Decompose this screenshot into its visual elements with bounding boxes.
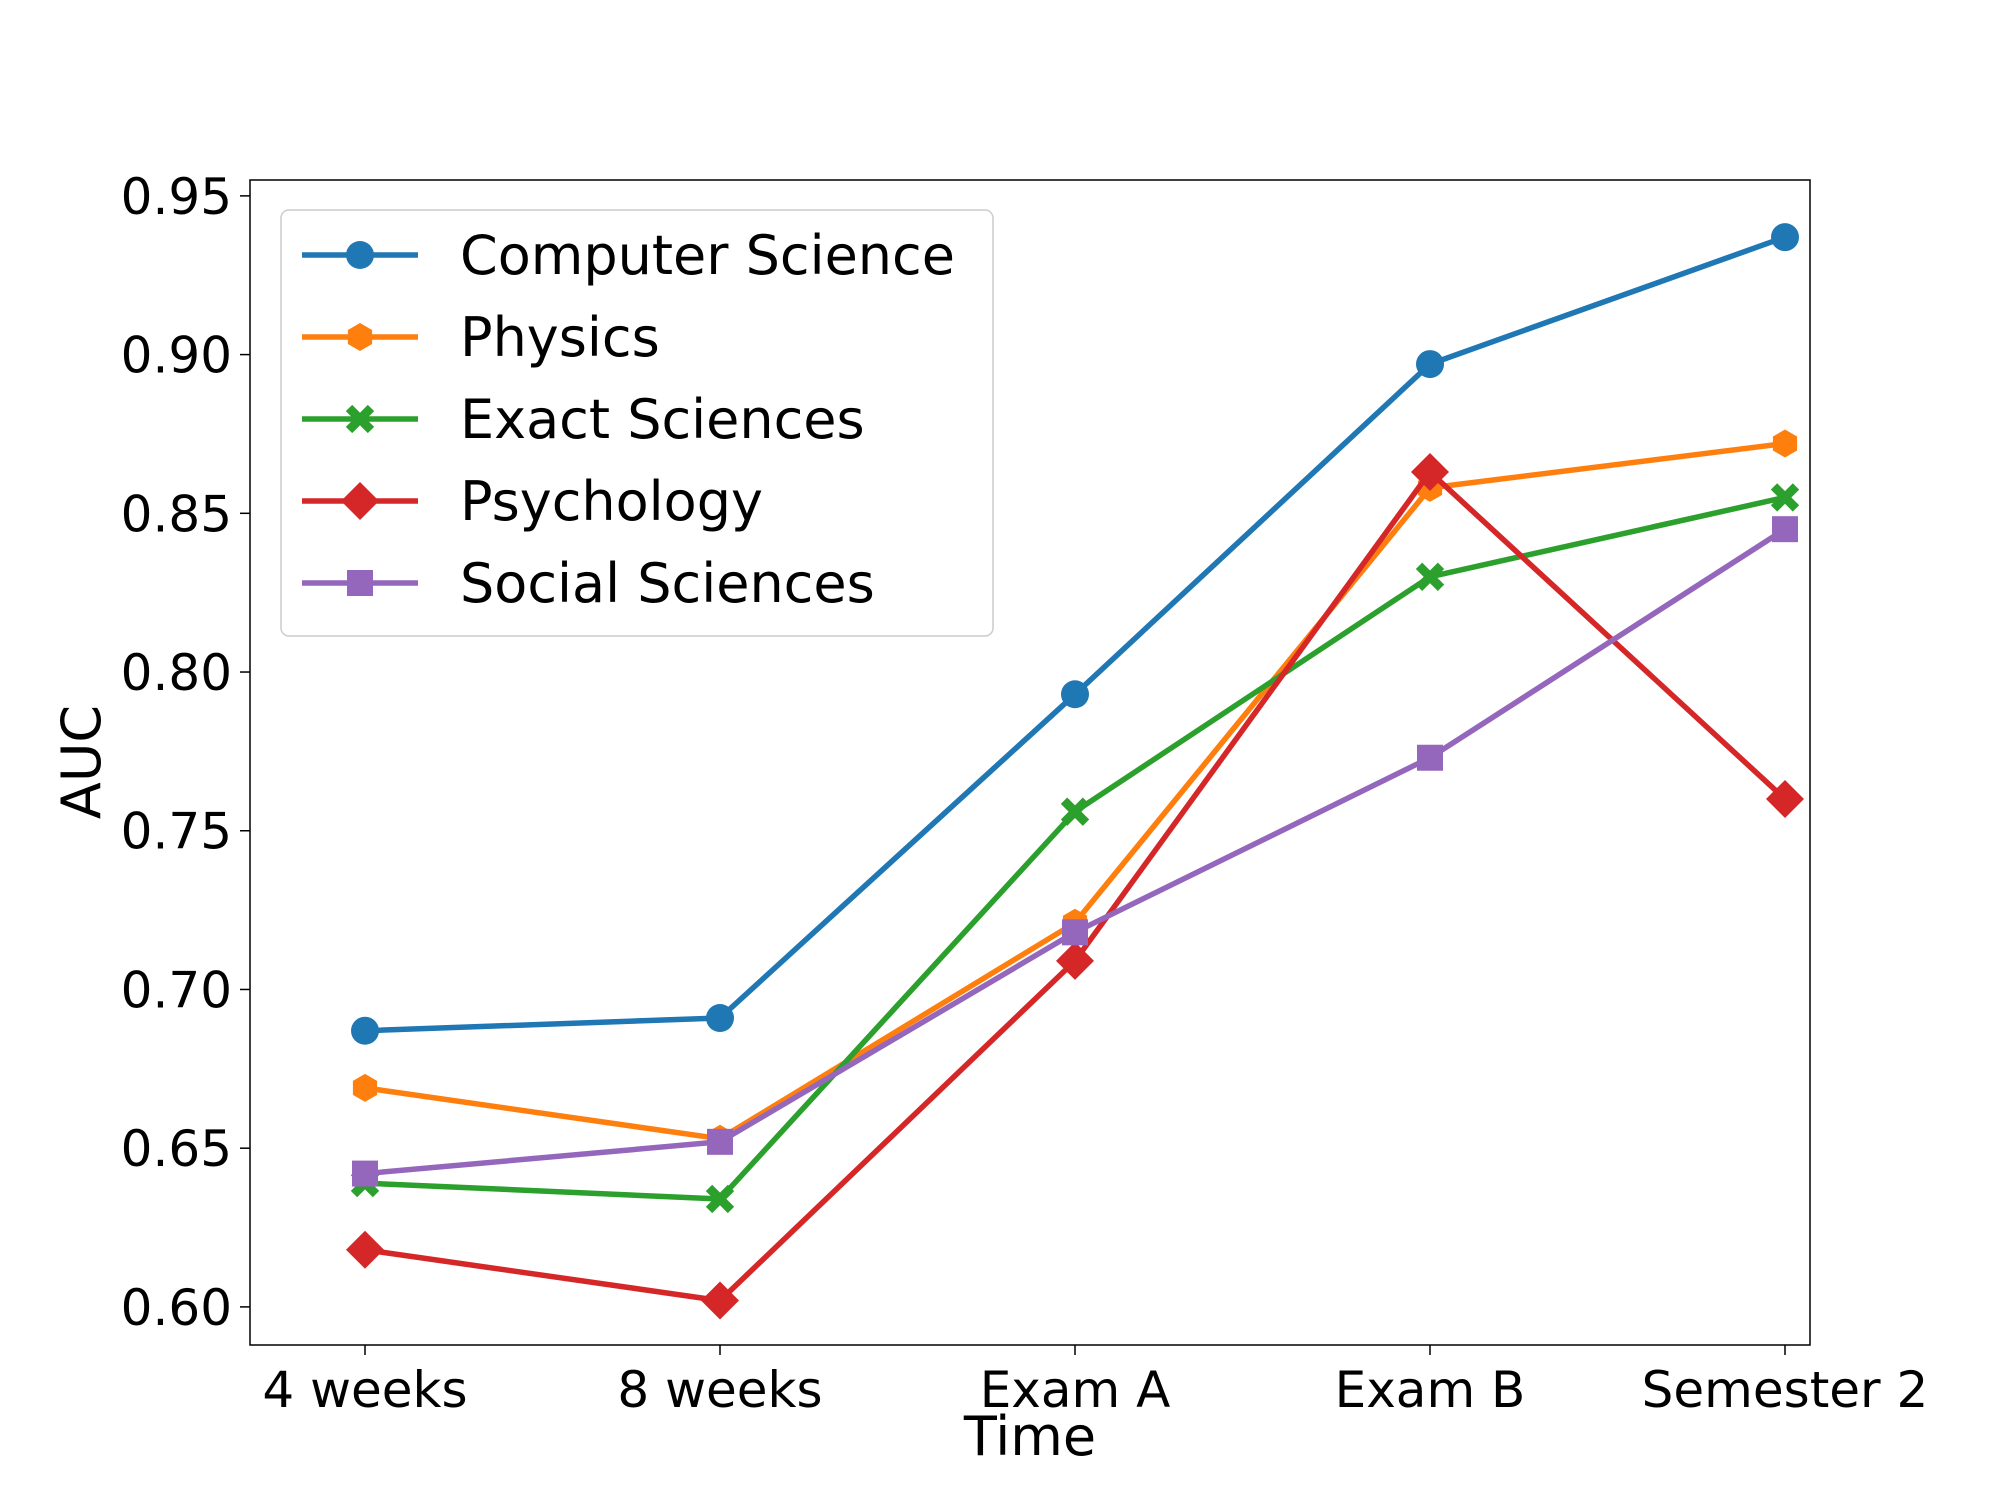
y-tick-label: 0.80: [121, 644, 232, 702]
y-tick-label: 0.95: [121, 168, 232, 226]
data-point-physics: [1772, 429, 1798, 458]
series-psychology: [346, 453, 1804, 1320]
legend-item-psychology: Psychology: [302, 470, 763, 533]
legend-label: Physics: [460, 306, 660, 369]
legend-label: Psychology: [460, 470, 763, 533]
legend-box: [280, 209, 994, 637]
data-point-computer-science: [706, 1004, 734, 1033]
series-layer: [346, 223, 1804, 1320]
y-tick-label: 0.85: [121, 485, 232, 543]
data-point-psychology: [1766, 780, 1804, 819]
y-axis-label: AUC: [50, 705, 113, 819]
legend-item-exact-sciences: Exact Sciences: [302, 388, 865, 451]
legend-label: Exact Sciences: [460, 388, 865, 451]
legend-marker: [347, 570, 373, 596]
legend: Computer Science Physics Exact Sciences Psy…: [280, 209, 994, 637]
data-point-social-sciences: [1772, 516, 1798, 543]
data-point-social-sciences: [1062, 919, 1088, 946]
data-point-psychology: [1056, 941, 1094, 980]
legend-item-social-sciences: Social Sciences: [302, 552, 875, 615]
data-point-social-sciences: [352, 1160, 378, 1187]
legend-label: Computer Science: [460, 224, 955, 287]
legend-label: Social Sciences: [460, 552, 875, 615]
y-tick-label: 0.65: [121, 1120, 232, 1178]
y-axis: 0.60 0.65 0.70 0.75 0.80 0.85 0.90 0.95: [121, 168, 250, 1337]
data-point-computer-science: [1061, 680, 1089, 709]
data-point-computer-science: [1771, 223, 1799, 252]
data-point-computer-science: [351, 1016, 379, 1045]
x-tick-label: Exam B: [1335, 1361, 1526, 1419]
legend-item-computer-science: Computer Science: [302, 224, 955, 287]
series-computer-science: [351, 223, 1799, 1045]
x-tick-label: 8 weeks: [617, 1361, 822, 1419]
data-point-exact-sciences: [1060, 797, 1090, 826]
legend-marker: [347, 323, 373, 351]
data-point-exact-sciences: [705, 1184, 735, 1214]
legend-marker: [341, 482, 379, 520]
data-point-exact-sciences: [1770, 483, 1800, 512]
y-tick-label: 0.70: [121, 961, 232, 1019]
data-point-physics: [352, 1073, 378, 1102]
data-point-social-sciences: [707, 1128, 733, 1155]
data-point-psychology: [701, 1281, 739, 1320]
legend-marker: [346, 241, 374, 269]
legend-item-physics: Physics: [302, 306, 660, 369]
x-tick-label: 4 weeks: [262, 1361, 467, 1419]
series-social-sciences: [352, 516, 1798, 1187]
data-point-psychology: [1411, 453, 1449, 492]
x-tick-label: Semester 2: [1642, 1361, 1929, 1419]
data-point-psychology: [346, 1230, 384, 1269]
x-axis-label: Time: [963, 1405, 1096, 1468]
y-tick-label: 0.75: [121, 803, 232, 861]
series-exact-sciences: [350, 483, 1800, 1214]
x-axis: 4 weeks 8 weeks Exam A Exam B Semester 2: [262, 1345, 1928, 1419]
x-tick-label: Exam A: [980, 1361, 1171, 1419]
legend-marker: [345, 404, 375, 434]
y-tick-label: 0.90: [121, 327, 232, 385]
data-point-exact-sciences: [1415, 562, 1445, 591]
data-point-social-sciences: [1417, 744, 1443, 771]
y-tick-label: 0.60: [121, 1279, 232, 1337]
data-point-computer-science: [1416, 350, 1444, 379]
